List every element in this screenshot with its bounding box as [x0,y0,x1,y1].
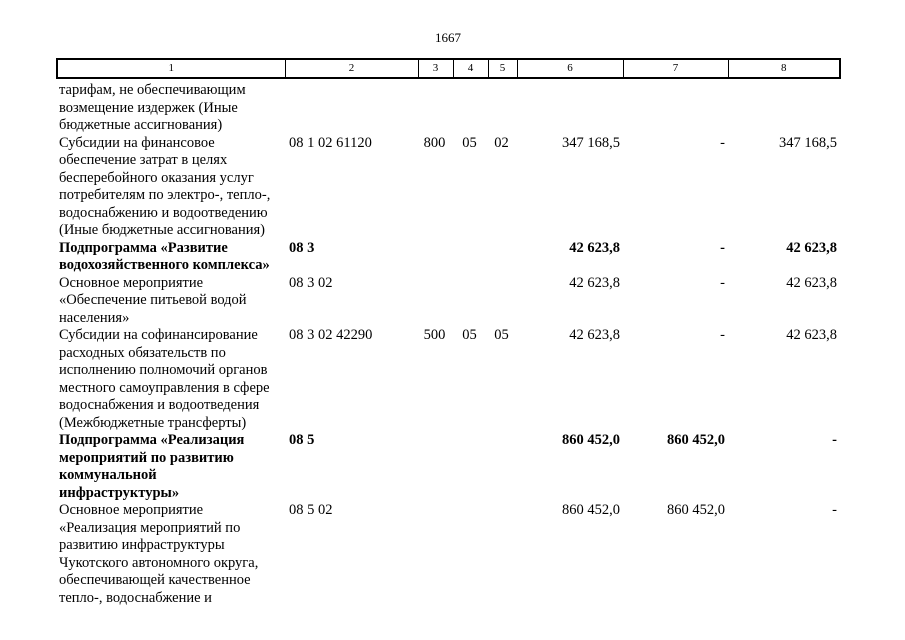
cell-col5 [487,275,516,328]
cell-expense-name: тарифам, не обеспечивающим возмещение из… [59,82,246,133]
cell-amount-col8: 347 168,5 [779,134,837,151]
cell-expense-name: Основное мероприятие «Обеспечение питьев… [59,274,247,326]
cell-col3 [417,240,452,275]
cell-col5: 05 [494,327,509,343]
cell-amount-col6 [516,82,622,135]
cell-amount-col8: 42 623,8 [786,239,837,256]
cell-expense-name: Субсидии на финансовое обеспечение затра… [59,134,271,239]
cell-target-article: 08 3 02 42290 [289,327,373,343]
header-col-number: 8 [727,58,841,79]
cell-amount-col7: - [720,239,725,256]
cell-target-article: 08 1 02 61120 [289,134,372,151]
cell-col4 [452,82,487,135]
cell-amount-col7: 860 452,0 [667,432,725,448]
budget-table: тарифам, не обеспечивающим возмещение из… [56,82,839,607]
cell-col4: 05 [462,327,477,343]
header-col-number: 3 [417,58,454,79]
cell-col5: 02 [494,134,509,151]
cell-target-article: 08 3 [289,239,315,256]
cell-amount-col7 [622,82,727,135]
cell-amount-col6: 42 623,8 [569,327,620,343]
table-row: Подпрограмма «Развитие водохозяйственног… [56,240,839,275]
table-row: Основное мероприятие «Реализация меропри… [56,502,839,607]
table-row: Субсидии на софинансирование расходных о… [56,327,839,432]
cell-amount-col8 [727,82,839,135]
header-col-number: 2 [284,58,419,79]
header-col-number: 4 [452,58,489,79]
cell-amount-col8: 42 623,8 [786,274,837,291]
cell-col3 [417,432,452,502]
cell-amount-col6: 347 168,5 [562,134,620,151]
cell-target-article [284,82,417,135]
cell-amount-col6: 42 623,8 [569,274,620,291]
cell-col4 [452,240,487,275]
header-col-number: 1 [56,58,286,79]
cell-amount-col7: - [720,274,725,291]
cell-col3: 500 [423,327,446,343]
cell-col3 [417,82,452,135]
cell-col5 [487,82,516,135]
table-row: тарифам, не обеспечивающим возмещение из… [56,82,839,135]
header-col-number: 5 [487,58,518,79]
table-body: тарифам, не обеспечивающим возмещение из… [56,82,839,607]
cell-amount-col8: - [832,432,837,448]
cell-amount-col8: 42 623,8 [786,327,837,343]
cell-expense-name: Подпрограмма «Развитие водохозяйственног… [59,239,270,274]
cell-amount-col6: 42 623,8 [569,239,620,256]
cell-col3: 800 [423,134,446,151]
cell-target-article: 08 5 [289,432,315,448]
cell-target-article: 08 3 02 [289,274,333,291]
page-number: 1667 [435,30,461,45]
cell-col5 [487,502,516,607]
table-row: Подпрограмма «Реализация мероприятий по … [56,432,839,502]
cell-amount-col7: - [720,134,725,151]
table-row: Субсидии на финансовое обеспечение затра… [56,135,839,240]
cell-target-article: 08 5 02 [289,502,333,518]
cell-col4 [452,502,487,607]
cell-expense-name: Подпрограмма «Реализация мероприятий по … [59,432,245,501]
header-col-number: 6 [516,58,624,79]
cell-col5 [487,240,516,275]
cell-col4 [452,432,487,502]
cell-amount-col7: - [720,327,725,343]
cell-amount-col6: 860 452,0 [562,502,620,518]
cell-col4 [452,275,487,328]
cell-col5 [487,432,516,502]
header-col-number: 7 [622,58,729,79]
cell-amount-col6: 860 452,0 [562,432,620,448]
table-row: Основное мероприятие «Обеспечение питьев… [56,275,839,328]
cell-col4: 05 [462,134,477,151]
cell-expense-name: Субсидии на софинансирование расходных о… [59,327,270,431]
cell-amount-col7: 860 452,0 [667,502,725,518]
cell-expense-name: Основное мероприятие «Реализация меропри… [59,502,259,606]
cell-amount-col8: - [832,502,837,518]
cell-col3 [417,502,452,607]
cell-col3 [417,275,452,328]
